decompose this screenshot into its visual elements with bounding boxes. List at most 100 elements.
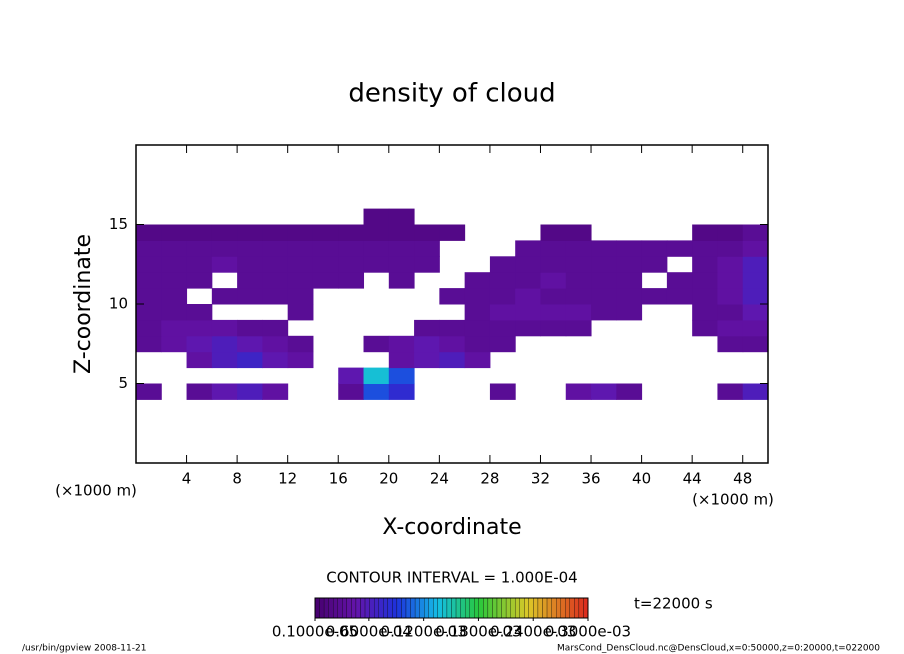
- x-tick-label: 32: [531, 470, 550, 488]
- cell: [540, 319, 567, 337]
- colorbar-swatch: [487, 597, 493, 619]
- cell: [742, 319, 769, 337]
- colorbar-swatch: [405, 597, 411, 619]
- colorbar-swatch: [410, 597, 416, 619]
- cell: [565, 319, 592, 337]
- colorbar-swatch: [492, 597, 498, 619]
- colorbar-swatch: [323, 597, 329, 619]
- cell: [591, 272, 617, 289]
- colorbar-label: 0.1200e-03: [381, 623, 467, 641]
- colorbar-swatch: [483, 597, 489, 619]
- colorbar-frame: [314, 597, 589, 619]
- colorbar-swatch: [433, 597, 438, 619]
- field: [136, 208, 769, 400]
- colorbar-swatch: [351, 597, 357, 619]
- y-tick-label: 10: [109, 295, 128, 313]
- cell: [262, 351, 289, 369]
- colorbar-swatch: [337, 597, 343, 619]
- x-tick-label: 40: [632, 470, 651, 488]
- cell: [742, 272, 769, 289]
- cell: [136, 288, 162, 305]
- cell: [515, 272, 541, 289]
- colorbar-swatch: [524, 597, 529, 619]
- cell: [338, 256, 365, 273]
- cell: [237, 319, 263, 337]
- cell: [717, 224, 744, 241]
- cell: [439, 351, 466, 369]
- colorbar-swatch: [505, 597, 511, 619]
- colorbar-swatch: [569, 597, 575, 619]
- cell: [717, 319, 744, 337]
- cell: [312, 224, 339, 241]
- cell: [287, 288, 314, 305]
- cell: [616, 304, 643, 321]
- cell: [211, 256, 238, 273]
- cell: [540, 224, 567, 241]
- cell: [388, 351, 415, 369]
- cell: [287, 224, 314, 241]
- cell: [489, 272, 516, 289]
- colorbar-swatch: [446, 597, 452, 619]
- cell: [414, 351, 440, 369]
- cell: [136, 224, 162, 241]
- x-tick-label: 28: [480, 470, 499, 488]
- cell: [136, 272, 162, 289]
- cell: [186, 319, 213, 337]
- cell: [287, 240, 314, 257]
- colorbar-swatch: [355, 597, 361, 619]
- cell: [565, 224, 592, 241]
- cell: [363, 208, 390, 225]
- cell: [262, 335, 289, 353]
- cell: [186, 304, 213, 321]
- cell: [692, 272, 718, 289]
- cell: [338, 367, 365, 384]
- colorbar-swatch: [387, 597, 393, 619]
- cell: [161, 335, 188, 353]
- cell: [692, 288, 718, 305]
- colorbar-swatch: [556, 597, 561, 619]
- cell: [540, 288, 567, 305]
- cell: [338, 240, 365, 257]
- footer-left: /usr/bin/gpview 2008-11-21: [22, 644, 146, 654]
- cell: [565, 304, 592, 321]
- cell: [262, 240, 289, 257]
- cell: [742, 256, 769, 273]
- cell: [363, 367, 390, 384]
- cell: [312, 256, 339, 273]
- cell: [414, 256, 440, 273]
- cell: [439, 319, 466, 337]
- cell: [565, 240, 592, 257]
- colorbar-label: 0.3000e-03: [545, 623, 631, 641]
- cell: [186, 240, 213, 257]
- cell: [489, 288, 516, 305]
- colorbar-swatch: [551, 597, 557, 619]
- cell: [388, 240, 415, 257]
- cell: [388, 335, 415, 353]
- colorbar-swatch: [378, 597, 384, 619]
- cell: [641, 288, 668, 305]
- x-tick-label: 8: [232, 470, 242, 488]
- cell: [262, 272, 289, 289]
- cell: [161, 319, 188, 337]
- colorbar-swatch: [401, 597, 407, 619]
- cell: [237, 351, 263, 369]
- cell: [287, 351, 314, 369]
- cell: [439, 335, 466, 353]
- cell: [464, 319, 491, 337]
- cell: [262, 256, 289, 273]
- colorbar-swatch: [460, 597, 466, 619]
- colorbar-swatch: [537, 597, 543, 619]
- cell: [363, 335, 390, 353]
- cell: [136, 319, 162, 337]
- colorbar-swatch: [565, 597, 570, 619]
- cell: [237, 256, 263, 273]
- colorbar: 0.1000e-050.6000e-040.1200e-030.1800e-03…: [272, 597, 631, 641]
- colorbar-swatch: [346, 597, 352, 619]
- cell: [540, 240, 567, 257]
- cell: [287, 304, 314, 321]
- cell: [591, 256, 617, 273]
- cell: [565, 383, 592, 400]
- colorbar-label: 0.1000e-05: [272, 623, 358, 641]
- x-tick-label: 44: [683, 470, 702, 488]
